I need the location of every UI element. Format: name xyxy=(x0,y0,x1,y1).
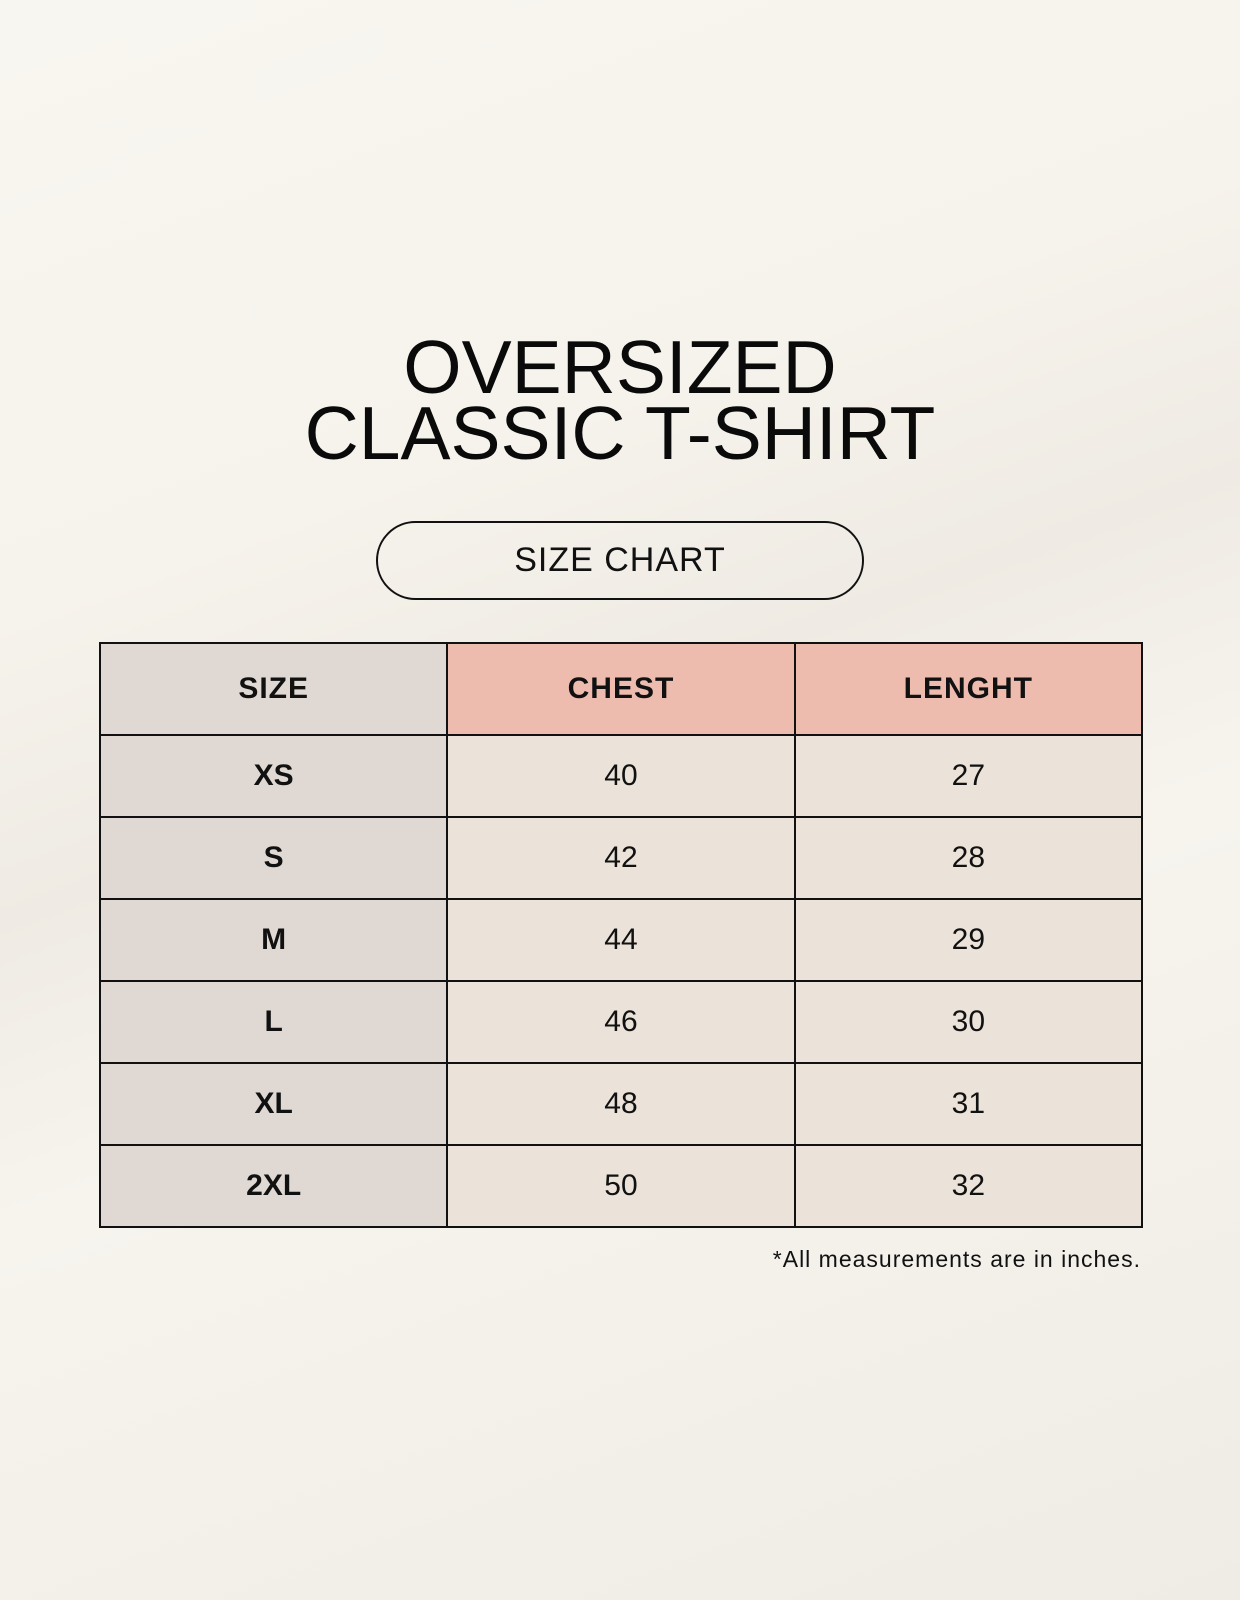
table-header-row: SIZE CHEST LENGHT xyxy=(98,642,1144,736)
table-row: S 42 28 xyxy=(98,816,1144,900)
size-cell: 2XL xyxy=(98,1144,449,1228)
header-chest: CHEST xyxy=(446,642,796,736)
table-row: L 46 30 xyxy=(98,980,1144,1064)
length-cell: 27 xyxy=(793,734,1144,818)
length-cell: 31 xyxy=(793,1062,1144,1146)
table-row: XL 48 31 xyxy=(98,1062,1144,1146)
size-cell: L xyxy=(98,980,449,1064)
table-row: XS 40 27 xyxy=(98,734,1144,818)
size-cell: XL xyxy=(98,1062,449,1146)
length-cell: 32 xyxy=(793,1144,1144,1228)
header-size: SIZE xyxy=(98,642,449,736)
size-cell: M xyxy=(98,898,449,982)
chest-cell: 50 xyxy=(446,1144,796,1228)
table-row: 2XL 50 32 xyxy=(98,1144,1144,1228)
header-length: LENGHT xyxy=(793,642,1144,736)
length-cell: 30 xyxy=(793,980,1144,1064)
size-chart-badge: SIZE CHART xyxy=(376,521,864,600)
chest-cell: 46 xyxy=(446,980,796,1064)
chest-cell: 48 xyxy=(446,1062,796,1146)
size-table: SIZE CHEST LENGHT XS 40 27 S 42 28 M 44 29 L 46 30 X… xyxy=(98,642,1144,1228)
page-title: OVERSIZED CLASSIC T-SHIRT xyxy=(0,325,1240,475)
size-cell: XS xyxy=(98,734,449,818)
footnote: *All measurements are in inches. xyxy=(772,1246,1141,1272)
chest-cell: 40 xyxy=(446,734,796,818)
title-line-1: OVERSIZED xyxy=(403,325,837,409)
length-cell: 29 xyxy=(793,898,1144,982)
table-row: M 44 29 xyxy=(98,898,1144,982)
length-cell: 28 xyxy=(793,816,1144,900)
chest-cell: 44 xyxy=(446,898,796,982)
chest-cell: 42 xyxy=(446,816,796,900)
title-line-2: CLASSIC T-SHIRT xyxy=(304,391,936,475)
size-cell: S xyxy=(98,816,449,900)
